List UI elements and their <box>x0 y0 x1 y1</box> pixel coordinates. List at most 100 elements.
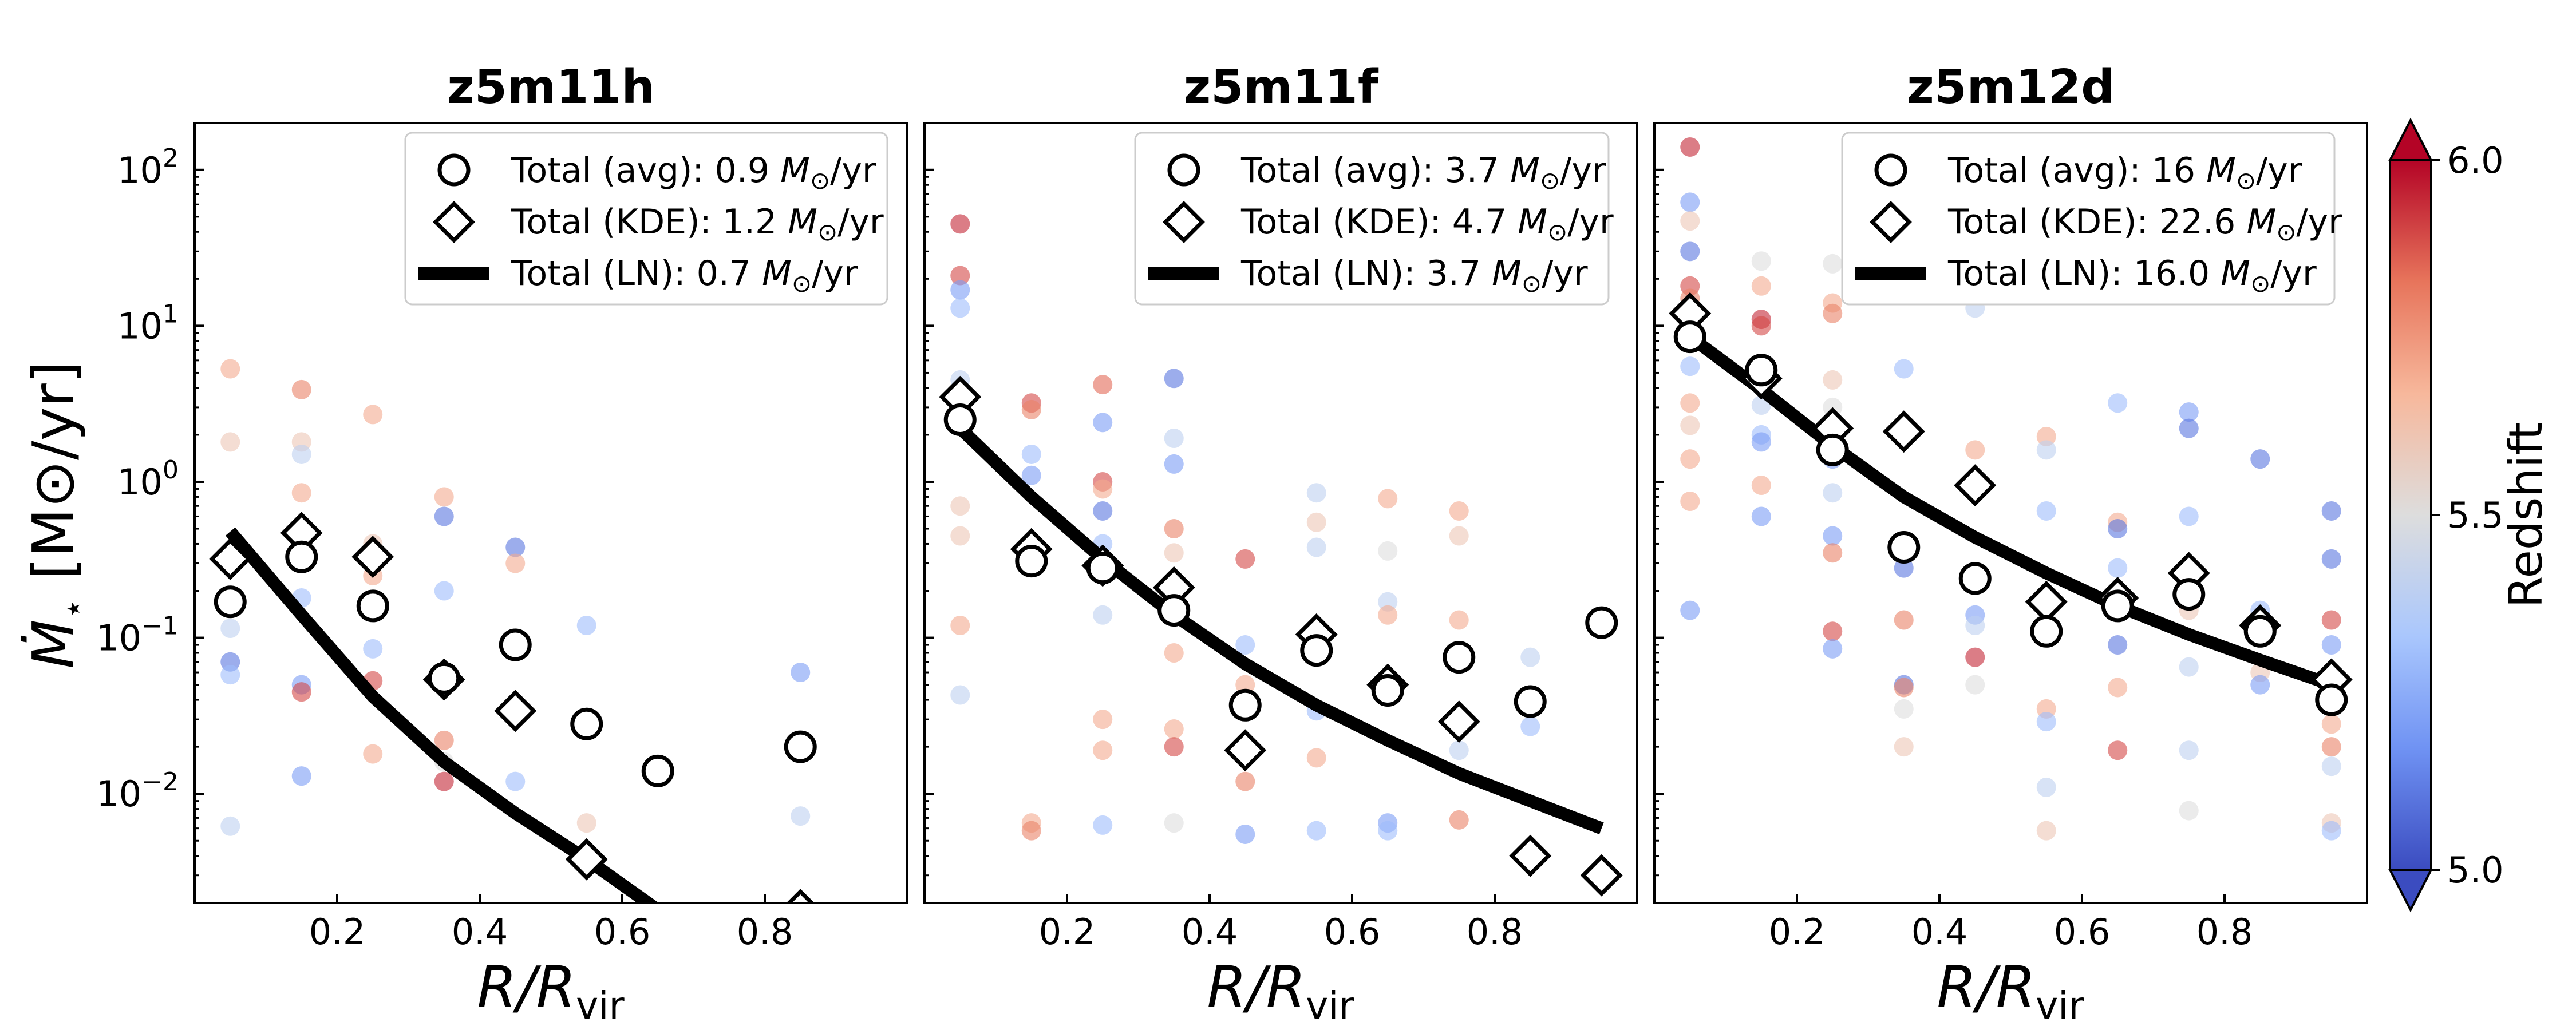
scatter-point <box>1306 483 1326 503</box>
scatter-point <box>1164 737 1184 757</box>
scatter-point <box>1021 465 1041 485</box>
scatter-point <box>291 444 311 464</box>
panels-layer: z5m11h 0.2 0.4 0.6 0.8 102 101 100 10−1 10−2 Total… <box>96 60 2368 953</box>
scatter-point <box>950 280 970 300</box>
scatter-point <box>2250 449 2270 469</box>
scatter-point <box>1449 501 1469 521</box>
scatter-points <box>220 359 811 866</box>
scatter-point <box>1894 699 1914 719</box>
scatter-point <box>1021 821 1041 841</box>
colorbar-min-extend <box>2388 869 2433 913</box>
kde-series <box>209 512 815 903</box>
scatter-point <box>220 619 240 639</box>
legend: Total (avg): 0.9 M⊙/yr Total (KDE): 1.2 M… <box>404 132 888 306</box>
scatter-point <box>2108 635 2128 655</box>
scatter-point <box>434 771 454 791</box>
avg-circle <box>1443 641 1476 674</box>
scatter-point <box>434 730 454 750</box>
legend-entry-ln: Total (LN): 16.0 M⊙/yr <box>1947 253 2317 298</box>
scatter-point <box>1021 399 1041 419</box>
legend-entry-kde: Total (KDE): 22.6 M⊙/yr <box>1947 202 2342 246</box>
avg-series <box>214 540 817 787</box>
scatter-point <box>1449 810 1469 830</box>
x-axis-label: R/Rvir <box>1207 954 1354 1028</box>
scatter-point <box>1965 440 1985 460</box>
scatter-point <box>576 615 596 635</box>
scatter-point <box>1965 647 1985 667</box>
kde-diamond <box>2025 580 2068 623</box>
avg-circle <box>1673 320 1706 354</box>
legend-box <box>404 132 888 306</box>
scatter-point <box>1823 370 1843 390</box>
avg-circle <box>1514 685 1547 718</box>
y-axis-label: Ṁ⋆ [M⊙/yr] <box>20 361 93 669</box>
scatter-point <box>1520 716 1540 736</box>
scatter-point <box>1894 558 1914 578</box>
scatter-point <box>1680 241 1700 262</box>
scatter-point <box>1823 543 1843 563</box>
scatter-point <box>2321 549 2341 569</box>
scatter-point <box>1306 748 1326 768</box>
legend-kde-marker <box>1870 201 1912 243</box>
scatter-point <box>1164 369 1184 389</box>
axis-labels: R/Rvir R/Rvir R/Rvir Ṁ⋆ [M⊙/yr] <box>20 361 2084 1028</box>
scatter-point <box>363 639 383 659</box>
scatter-point <box>1751 276 1771 296</box>
colorbar-label: Redshift <box>2499 422 2553 608</box>
scatter-point <box>2179 740 2199 760</box>
avg-circle <box>1958 562 1992 595</box>
kde-diamond <box>1580 854 1623 897</box>
ln-series <box>1686 331 2334 691</box>
avg-circle <box>1585 606 1618 639</box>
scatter-point <box>1751 476 1771 496</box>
scatter-point <box>1306 537 1326 557</box>
legend-kde-marker <box>1163 201 1205 243</box>
scatter-point <box>505 537 526 557</box>
avg-circle <box>428 661 461 695</box>
scatter-point <box>2179 506 2199 526</box>
legend-entry-kde: Total (KDE): 4.7 M⊙/yr <box>1240 202 1614 246</box>
x-tick-label: 0.2 <box>1039 911 1096 953</box>
scatter-point <box>1235 771 1255 791</box>
avg-circle <box>1086 552 1119 585</box>
scatter-point <box>1306 512 1326 532</box>
y-tick-label: 102 <box>117 144 179 191</box>
avg-series <box>943 403 1618 722</box>
avg-circle <box>1745 354 1778 387</box>
x-tick-label: 0.2 <box>309 911 366 953</box>
panel-title: z5m11h <box>447 60 655 114</box>
scatter-point <box>1449 740 1469 760</box>
avg-circle <box>1015 545 1048 578</box>
legend-kde-marker <box>433 201 475 243</box>
scatter-point <box>2250 675 2270 695</box>
scatter-point <box>1823 483 1843 503</box>
scatter-point <box>1235 549 1255 569</box>
x-tick-label: 0.2 <box>1769 911 1826 953</box>
avg-circle <box>356 589 389 623</box>
avg-series <box>1673 320 2348 716</box>
scatter-point <box>505 771 526 791</box>
scatter-point <box>1680 192 1700 212</box>
avg-circle <box>2243 615 2277 648</box>
kde-diamond <box>1509 834 1552 877</box>
panel-frame <box>193 122 908 904</box>
avg-circle <box>2030 615 2063 648</box>
ln-line <box>1686 331 2334 691</box>
scatter-point <box>1823 621 1843 641</box>
scatter-point <box>2321 756 2341 777</box>
kde-diamond <box>494 690 537 732</box>
kde-diamond <box>351 536 394 579</box>
scatter-point <box>2036 821 2056 841</box>
scatter-point <box>1680 449 1700 469</box>
kde-diamond <box>1437 700 1480 743</box>
scatter-point <box>2036 426 2056 446</box>
scatter-point <box>950 496 970 516</box>
scatter-point <box>1021 444 1041 464</box>
scatter-point <box>291 483 311 503</box>
avg-circle <box>1371 674 1404 707</box>
scatter-point <box>1751 316 1771 336</box>
avg-circle <box>1300 634 1333 667</box>
scatter-point <box>2036 501 2056 521</box>
legend-box <box>1134 132 1610 306</box>
